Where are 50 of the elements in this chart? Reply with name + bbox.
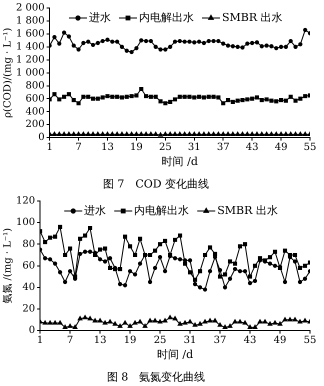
text: 图 7 COD 变化曲线 (102, 177, 210, 190)
y-tick-label: 120 (16, 196, 36, 207)
y-axis-title: 氨氮 /(mg · L⁻¹) (2, 228, 14, 304)
legend-label: 内电解出水 (134, 204, 190, 217)
x-tick-label: 43 (246, 142, 259, 154)
x-tick-label: 37 (216, 142, 230, 154)
x-axis-title: 时间 /d (156, 348, 194, 362)
y-tick-label: 600 (26, 93, 45, 104)
y-axis-title: ρ(COD)/(mg · L⁻¹) (2, 28, 14, 118)
y-tick-label: 1 400 (16, 41, 45, 52)
x-tick-label: 37 (214, 335, 226, 346)
legend-label: 进水 (84, 204, 106, 217)
x-tick-label: 49 (274, 335, 286, 346)
y-tick-label: 40 (22, 282, 36, 293)
x-tick-label: 25 (154, 335, 166, 346)
x-tick-label: 19 (124, 335, 136, 346)
y-tick-label: 20 (22, 304, 36, 315)
x-tick-label: 1 (46, 142, 53, 154)
y-tick-label: 400 (26, 106, 45, 118)
x-tick-label: 55 (304, 335, 316, 346)
legend-label: SMBR 出水 (222, 10, 283, 24)
x-axis-title: 时间 /d (162, 155, 198, 168)
y-tick-label: 1 000 (16, 67, 45, 78)
y-tick-label: 1 200 (16, 54, 45, 66)
x-tick-label: 25 (158, 142, 172, 154)
x-tick-label: 31 (188, 142, 201, 154)
legend-label: 内电解出水 (138, 10, 194, 24)
y-tick-label: 100 (16, 217, 36, 228)
x-tick-label: 19 (130, 142, 143, 154)
y-tick-label: 800 (26, 80, 45, 92)
x-tick-label: 31 (184, 335, 196, 346)
y-tick-label: 60 (22, 260, 36, 272)
legend-label: SMBR 出水 (217, 204, 278, 217)
legend-label: 进水 (88, 10, 111, 24)
y-tick-label: 80 (22, 238, 36, 250)
x-tick-label: 55 (304, 142, 316, 154)
x-tick-label: 13 (94, 335, 106, 346)
y-tick-label: 1 800 (16, 16, 45, 27)
y-tick-label: 0 (28, 325, 36, 336)
text: 图 8 氨氮变化曲线 (106, 370, 206, 384)
x-tick-label: 43 (244, 335, 256, 346)
x-tick-label: 7 (66, 335, 74, 346)
y-tick-label: 2 000 (16, 2, 45, 14)
x-tick-label: 7 (75, 142, 82, 154)
y-tick-label: 1 600 (16, 28, 45, 40)
y-tick-label: 0 (38, 132, 45, 144)
y-tick-label: 200 (26, 119, 45, 130)
x-tick-label: 13 (101, 142, 114, 154)
x-tick-label: 1 (36, 335, 44, 346)
x-tick-label: 49 (274, 142, 288, 154)
